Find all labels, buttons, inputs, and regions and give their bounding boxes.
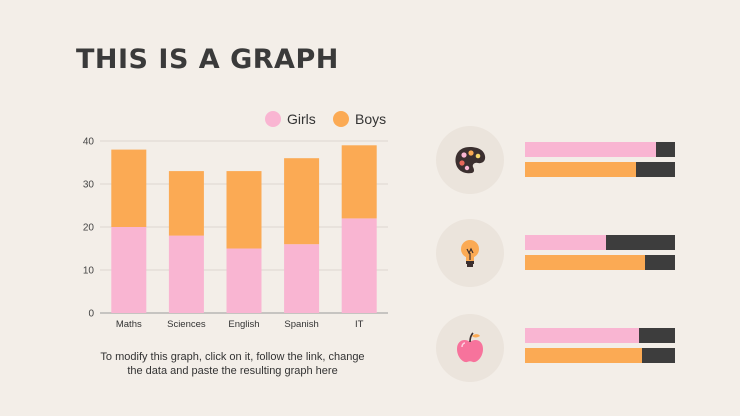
page-title: THIS IS A GRAPH xyxy=(76,44,339,75)
y-tick-label: 0 xyxy=(88,309,94,320)
lightbulb-circle xyxy=(436,219,504,287)
bar-girls-sciences xyxy=(168,235,204,313)
y-tick-label: 30 xyxy=(83,180,95,191)
x-tick-label: Spanish xyxy=(284,319,318,330)
legend-label-boys: Boys xyxy=(355,111,386,127)
y-tick-label: 40 xyxy=(83,137,95,148)
lightbulb-icon xyxy=(461,240,479,267)
apple-girls-bar-fill xyxy=(525,328,639,343)
palette-boys-bar-fill xyxy=(525,162,636,177)
apple-circle xyxy=(436,314,504,382)
palette-girls-bar-fill xyxy=(525,142,656,157)
bar-boys-it xyxy=(341,145,377,219)
y-tick-label: 10 xyxy=(83,266,95,277)
legend-swatch-girls xyxy=(265,111,281,127)
y-tick-label: 20 xyxy=(83,223,95,234)
palette-boys-bar xyxy=(525,162,675,177)
x-tick-label: Maths xyxy=(116,319,142,330)
lightbulb-girls-bar-fill xyxy=(525,235,606,250)
palette-circle xyxy=(436,126,504,194)
palette-icon xyxy=(455,147,486,174)
bar-girls-maths xyxy=(111,227,147,313)
bar-girls-spanish xyxy=(284,244,320,313)
chart-caption: To modify this graph, click on it, follo… xyxy=(100,351,365,377)
bar-boys-maths xyxy=(111,149,147,227)
bar-girls-english xyxy=(226,248,262,313)
apple-icon xyxy=(457,332,483,363)
x-tick-label: English xyxy=(228,319,259,330)
x-tick-label: IT xyxy=(355,319,364,330)
apple-boys-bar-fill xyxy=(525,348,642,363)
apple-boys-bar xyxy=(525,348,675,363)
bar-girls-it xyxy=(341,218,377,313)
bar-boys-spanish xyxy=(284,158,320,245)
lightbulb-boys-bar xyxy=(525,255,675,270)
apple-girls-bar xyxy=(525,328,675,343)
bar-boys-sciences xyxy=(168,171,204,236)
legend-swatch-boys xyxy=(333,111,349,127)
bar-boys-english xyxy=(226,171,262,249)
lightbulb-boys-bar-fill xyxy=(525,255,645,270)
palette-girls-bar xyxy=(525,142,675,157)
legend-label-girls: Girls xyxy=(287,111,316,127)
lightbulb-girls-bar xyxy=(525,235,675,250)
x-tick-label: Sciences xyxy=(167,319,206,330)
